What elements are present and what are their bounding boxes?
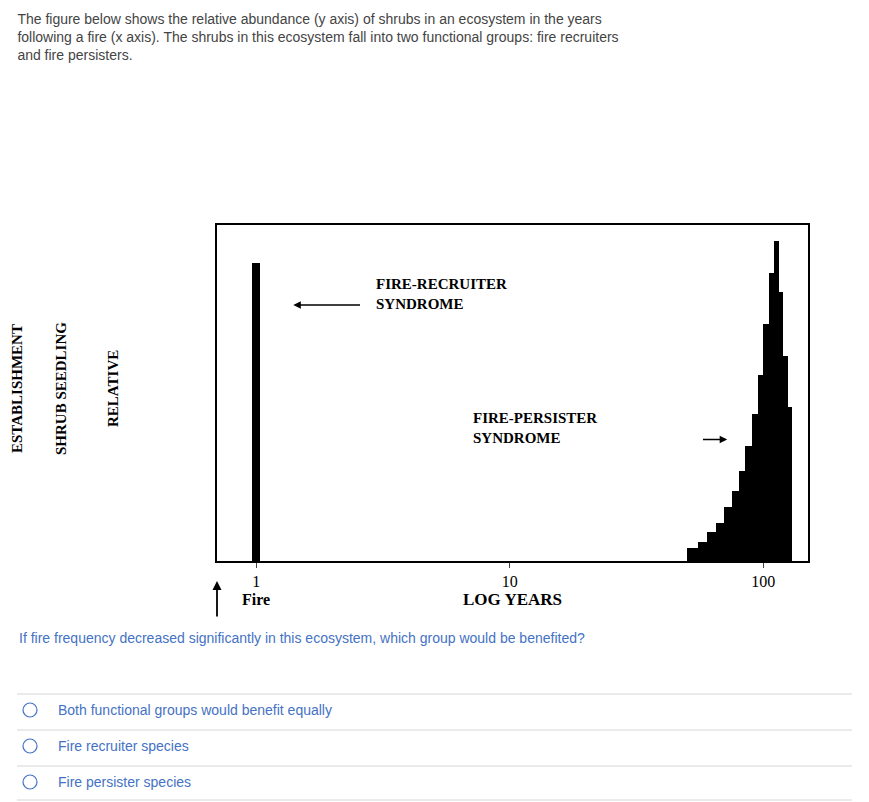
svg-text:1: 1 <box>252 573 260 590</box>
svg-text:LOG YEARS: LOG YEARS <box>463 590 562 609</box>
svg-text:RELATIVE: RELATIVE <box>105 350 121 427</box>
svg-text:100: 100 <box>751 573 775 590</box>
svg-text:Both functional groups would b: Both functional groups would benefit equ… <box>58 702 332 718</box>
svg-text:10: 10 <box>502 573 518 590</box>
svg-text:FIRE-RECRUITERSYNDROME: FIRE-RECRUITERSYNDROME <box>376 276 507 312</box>
svg-text:Fire recruiter species: Fire recruiter species <box>58 738 189 754</box>
svg-text:Fire: Fire <box>242 591 270 608</box>
svg-text:If fire frequency decreased si: If fire frequency decreased significantl… <box>19 630 585 646</box>
svg-text:SHRUB SEEDLING: SHRUB SEEDLING <box>53 322 69 455</box>
svg-text:Fire persister species: Fire persister species <box>58 774 191 790</box>
svg-text:ESTABLISHMENT: ESTABLISHMENT <box>9 324 25 453</box>
svg-text:FIRE-PERSISTERSYNDROME: FIRE-PERSISTERSYNDROME <box>473 410 597 446</box>
svg-text:The figure below shows the rel: The figure below shows the relative abun… <box>17 11 618 63</box>
